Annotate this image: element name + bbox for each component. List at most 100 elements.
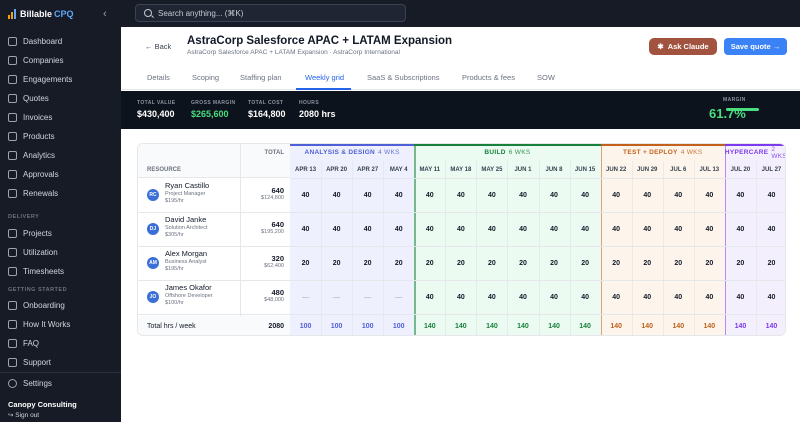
hours-input[interactable]: 40: [612, 225, 621, 233]
ask-claude-button[interactable]: ✱ Ask Claude: [649, 38, 717, 55]
sidebar-item-analytics[interactable]: Analytics: [0, 146, 121, 165]
sidebar-item-projects[interactable]: Projects: [0, 224, 121, 243]
tab-details[interactable]: Details: [147, 73, 170, 82]
hours-input[interactable]: 40: [705, 225, 714, 233]
hours-input[interactable]: 40: [767, 293, 776, 301]
hours-input[interactable]: 20: [394, 259, 403, 267]
sidebar-item-onboarding[interactable]: Onboarding: [0, 296, 121, 315]
hours-input[interactable]: 40: [612, 191, 621, 199]
sidebar-item-renewals[interactable]: Renewals: [0, 184, 121, 203]
hours-input[interactable]: 40: [581, 191, 589, 199]
sidebar-item-invoices[interactable]: Invoices: [0, 108, 121, 127]
sidebar-item-engagements[interactable]: Engagements: [0, 70, 121, 89]
hours-input[interactable]: 40: [363, 191, 372, 199]
hours-input[interactable]: 40: [581, 225, 589, 233]
tab-sow[interactable]: SOW: [537, 73, 555, 82]
collapse-sidebar-icon[interactable]: ‹: [103, 8, 107, 20]
hours-input[interactable]: 40: [456, 225, 465, 233]
hours-input[interactable]: 40: [394, 191, 403, 199]
sidebar-item-products[interactable]: Products: [0, 127, 121, 146]
hours-input[interactable]: 20: [674, 259, 683, 267]
hours-input[interactable]: 40: [643, 293, 652, 301]
sidebar-item-dashboard[interactable]: Dashboard: [0, 32, 121, 51]
hours-input[interactable]: 20: [519, 259, 527, 267]
sidebar-item-faq[interactable]: FAQ: [0, 334, 121, 353]
hours-input[interactable]: 40: [332, 191, 341, 199]
hours-input[interactable]: 20: [767, 259, 776, 267]
hours-input[interactable]: —: [364, 293, 372, 301]
hours-input[interactable]: 40: [674, 293, 683, 301]
tab-saas-subscriptions[interactable]: SaaS & Subscriptions: [367, 73, 440, 82]
sidebar-item-companies[interactable]: Companies: [0, 51, 121, 70]
hours-input[interactable]: 40: [674, 225, 683, 233]
avatar: JO: [147, 291, 159, 303]
hours-input[interactable]: —: [395, 293, 403, 301]
sidebar-item-approvals[interactable]: Approvals: [0, 165, 121, 184]
tab-scoping[interactable]: Scoping: [192, 73, 220, 82]
tab-weekly-grid[interactable]: Weekly grid: [305, 73, 345, 82]
sidebar-item-timesheets[interactable]: Timesheets: [0, 262, 121, 281]
resource-total-hours: 480: [271, 288, 284, 297]
hours-input[interactable]: 40: [425, 225, 434, 233]
hours-input[interactable]: 20: [488, 259, 496, 267]
hours-input[interactable]: 20: [550, 259, 558, 267]
hours-input[interactable]: 40: [674, 191, 683, 199]
sidebar-item-how-it-works[interactable]: How It Works: [0, 315, 121, 334]
hours-input[interactable]: 40: [767, 225, 776, 233]
hours-input[interactable]: 40: [550, 225, 558, 233]
hours-input[interactable]: 20: [612, 259, 621, 267]
hours-input[interactable]: 40: [736, 293, 745, 301]
hours-input[interactable]: 40: [612, 293, 621, 301]
hours-input[interactable]: 40: [581, 293, 589, 301]
hours-input[interactable]: 40: [519, 293, 527, 301]
search-input[interactable]: Search anything... (⌘K): [135, 4, 406, 22]
tab-products-fees[interactable]: Products & fees: [462, 73, 515, 82]
hours-input[interactable]: 20: [736, 259, 745, 267]
hours-input[interactable]: 40: [550, 293, 558, 301]
brand-logo[interactable]: Billable CPQ: [8, 9, 74, 19]
check-icon: [8, 170, 17, 179]
hours-input[interactable]: 40: [519, 191, 527, 199]
hours-input[interactable]: 20: [705, 259, 714, 267]
hours-input[interactable]: 20: [363, 259, 372, 267]
hours-input[interactable]: 40: [456, 293, 465, 301]
hours-input[interactable]: 40: [363, 225, 372, 233]
sidebar-item-support[interactable]: Support: [0, 353, 121, 372]
hours-input[interactable]: 20: [456, 259, 465, 267]
hours-input[interactable]: 40: [767, 191, 776, 199]
hours-input[interactable]: 40: [488, 293, 496, 301]
resource-info: James Okafor Offshore Developer $100/hr: [165, 283, 240, 306]
back-button[interactable]: ← Back: [145, 42, 172, 51]
hours-input[interactable]: 40: [394, 225, 403, 233]
hours-input[interactable]: 20: [425, 259, 434, 267]
hours-input[interactable]: 40: [425, 191, 434, 199]
sidebar-item-quotes[interactable]: Quotes: [0, 89, 121, 108]
save-quote-button[interactable]: Save quote →: [724, 38, 787, 55]
hours-input[interactable]: 40: [488, 191, 496, 199]
hours-input[interactable]: 40: [301, 225, 310, 233]
hours-input[interactable]: 40: [705, 293, 714, 301]
hours-input[interactable]: 40: [519, 225, 527, 233]
hours-input[interactable]: 20: [643, 259, 652, 267]
hours-input[interactable]: 40: [550, 191, 558, 199]
hours-input[interactable]: —: [302, 293, 310, 301]
hours-input[interactable]: —: [333, 293, 341, 301]
sidebar-item-utilization[interactable]: Utilization: [0, 243, 121, 262]
hours-input[interactable]: 40: [301, 191, 310, 199]
hours-input[interactable]: 40: [456, 191, 465, 199]
tab-staffing-plan[interactable]: Staffing plan: [240, 73, 282, 82]
sidebar-item-settings[interactable]: Settings: [0, 374, 121, 393]
hours-input[interactable]: 40: [736, 191, 745, 199]
hours-input[interactable]: 40: [425, 293, 434, 301]
hours-input[interactable]: 40: [736, 225, 745, 233]
hours-input[interactable]: 20: [581, 259, 589, 267]
hours-input[interactable]: 20: [301, 259, 310, 267]
hours-input[interactable]: 40: [643, 225, 652, 233]
hours-input[interactable]: 40: [332, 225, 341, 233]
hours-input[interactable]: 40: [488, 225, 496, 233]
sign-out-link[interactable]: ↪ Sign out: [8, 412, 40, 419]
hours-input[interactable]: 40: [643, 191, 652, 199]
hours-input[interactable]: 40: [705, 191, 714, 199]
page-header: ← Back AstraCorp Salesforce APAC + LATAM…: [121, 27, 800, 68]
hours-input[interactable]: 20: [332, 259, 341, 267]
